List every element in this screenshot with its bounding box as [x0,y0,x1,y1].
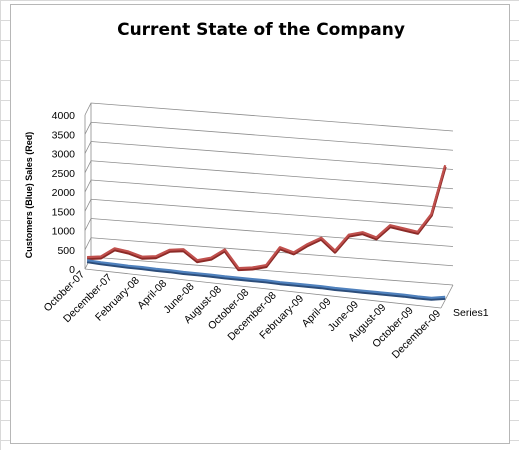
y-tick-label: 500 [57,245,75,257]
gridline [84,102,454,132]
y-tick-label: 4000 [52,110,76,122]
y-tick-label: 3000 [52,149,76,161]
y-tick-label: 0 [69,264,75,276]
depth-axis-label: Series1 [453,307,489,319]
series-line-shadow [86,260,446,301]
y-tick-label: 1000 [52,226,76,238]
y-tick-label: 2000 [52,187,76,199]
floor-front-edge [84,268,442,309]
y-tick-label: 2500 [52,168,76,180]
series-line-shadow [87,166,447,272]
chart-title: Current State of the Company [117,20,405,40]
floor-right-edge [440,284,454,309]
y-axis-label: Customers (Blue) Sales (Red) [24,132,34,259]
line-chart-3d: Current State of the Company Customers (… [24,20,489,361]
sales-series-line [87,164,447,270]
customers-series-line [86,259,446,299]
y-tick-label: 1500 [52,206,76,218]
y-tick-label: 3500 [52,129,76,141]
chart-area[interactable]: Current State of the Company Customers (… [10,4,510,444]
